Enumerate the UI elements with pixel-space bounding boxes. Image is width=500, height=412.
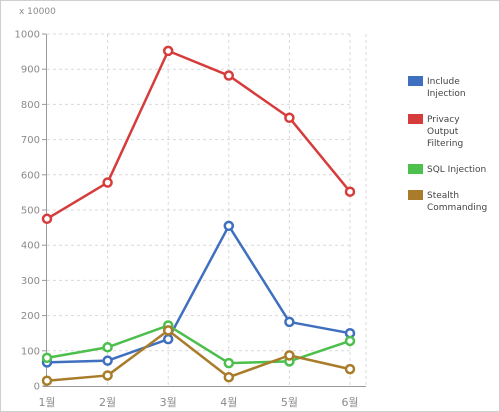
data-point: [284, 112, 295, 124]
data-point: [284, 316, 295, 328]
series-line: [46, 49, 351, 220]
data-point: [223, 70, 235, 81]
legend-swatch: [408, 164, 423, 174]
series-lines: [46, 49, 351, 382]
data-point: [344, 363, 356, 375]
y-tick-label: 0: [34, 382, 40, 393]
data-point: [162, 325, 174, 336]
legend-label: Injection: [427, 89, 466, 99]
legend-label: SQL Injection: [427, 165, 486, 175]
series-line: [46, 224, 351, 364]
y-tick-label: 500: [21, 206, 40, 217]
legend-swatch: [408, 76, 423, 86]
data-point: [102, 370, 113, 381]
y-tick-label: 200: [21, 311, 40, 322]
x-tick-label: 1월: [38, 396, 55, 409]
y-tick-label: 900: [21, 65, 40, 76]
x-tick-labels: 1월 2월 3월 4월 5월 6월: [38, 396, 358, 409]
series-line: [46, 324, 351, 365]
data-point: [223, 371, 235, 383]
data-point: [41, 213, 53, 225]
data-point: [41, 352, 53, 364]
data-point: [162, 333, 174, 345]
legend-label: Output: [427, 127, 459, 137]
y-tick-label: 700: [21, 135, 40, 146]
legend-label: Stealth: [427, 191, 459, 201]
legend-label: Commanding: [427, 203, 487, 213]
grid: [47, 33, 367, 386]
legend-label: Include: [427, 77, 460, 87]
data-point: [41, 375, 53, 386]
data-point: [102, 342, 113, 353]
data-point: [102, 355, 113, 366]
y-tick-label: 300: [21, 276, 40, 287]
x-tick-label: 4월: [220, 396, 237, 409]
y-tick-label: 800: [21, 100, 40, 111]
legend-label: Filtering: [427, 139, 463, 149]
y-tick-label: 1000: [15, 30, 40, 41]
y-tick-label: 600: [21, 170, 40, 181]
data-point: [284, 350, 295, 361]
legend: Include Injection Privacy Output Filtering SQ…: [408, 76, 487, 213]
axes: [43, 34, 366, 387]
y-tick-labels: 0 100 200 300 400 500 600 700 800 900 1000: [15, 30, 46, 393]
data-point: [102, 177, 113, 188]
legend-swatch: [408, 190, 423, 200]
x-tick-label: 2월: [99, 396, 116, 409]
series-points: [41, 45, 356, 386]
data-point: [344, 186, 356, 197]
data-point: [223, 357, 235, 369]
data-point: [344, 335, 356, 347]
y-tick-label: 100: [21, 346, 40, 357]
x-tick-label: 6월: [341, 396, 358, 409]
y-tick-label: 400: [21, 241, 40, 252]
x-tick-label: 5월: [281, 396, 298, 409]
x-tick-label: 3월: [160, 396, 177, 409]
legend-swatch: [408, 114, 423, 124]
unit-label: x 10000: [19, 7, 56, 17]
legend-label: Privacy: [427, 115, 460, 125]
data-point: [162, 45, 174, 57]
data-point: [223, 220, 235, 232]
series-line: [46, 329, 351, 382]
